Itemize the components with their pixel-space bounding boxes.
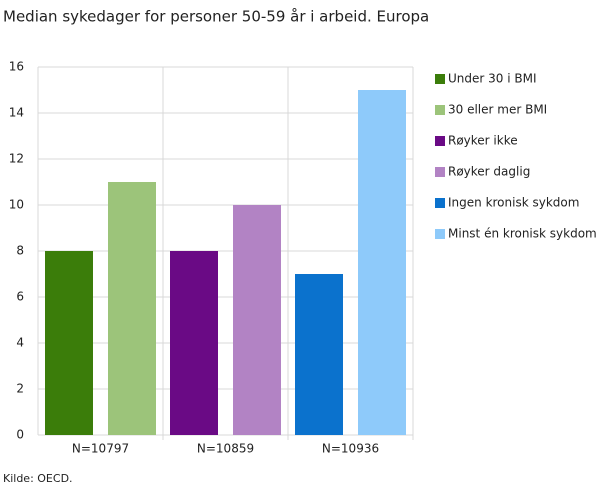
source: Kilde: OECD. — [3, 472, 73, 485]
x-tick-label: N=10936 — [322, 442, 379, 456]
legend-swatch — [435, 198, 445, 208]
y-tick-label: 16 — [9, 60, 24, 74]
legend-swatch — [435, 136, 445, 146]
legend-swatch — [435, 74, 445, 84]
bar — [358, 90, 406, 435]
y-tick-label: 12 — [9, 152, 24, 166]
y-tick-label: 0 — [16, 428, 24, 442]
legend-swatch — [435, 105, 445, 115]
legend-swatch — [435, 167, 445, 177]
legend-label: 30 eller mer BMI — [448, 103, 547, 117]
bar — [108, 182, 156, 435]
bar — [295, 274, 343, 435]
legend-label: Ingen kronisk sykdom — [448, 196, 579, 210]
bar — [170, 251, 218, 435]
chart-title: Median sykedager for personer 50-59 år i… — [3, 8, 429, 26]
legend-label: Røyker ikke — [448, 134, 518, 148]
legend-swatch — [435, 229, 445, 239]
x-tick-label: N=10797 — [72, 442, 129, 456]
y-tick-label: 4 — [16, 336, 24, 350]
y-tick-label: 8 — [16, 244, 24, 258]
y-tick-label: 10 — [9, 198, 24, 212]
legend-label: Røyker daglig — [448, 165, 530, 179]
legend-label: Minst én kronisk sykdom — [448, 227, 597, 241]
x-tick-label: N=10859 — [197, 442, 254, 456]
y-tick-label: 6 — [16, 290, 24, 304]
bar — [45, 251, 93, 435]
y-tick-label: 2 — [16, 382, 24, 396]
legend-label: Under 30 i BMI — [448, 72, 537, 86]
y-tick-label: 14 — [9, 106, 24, 120]
bar — [233, 205, 281, 435]
